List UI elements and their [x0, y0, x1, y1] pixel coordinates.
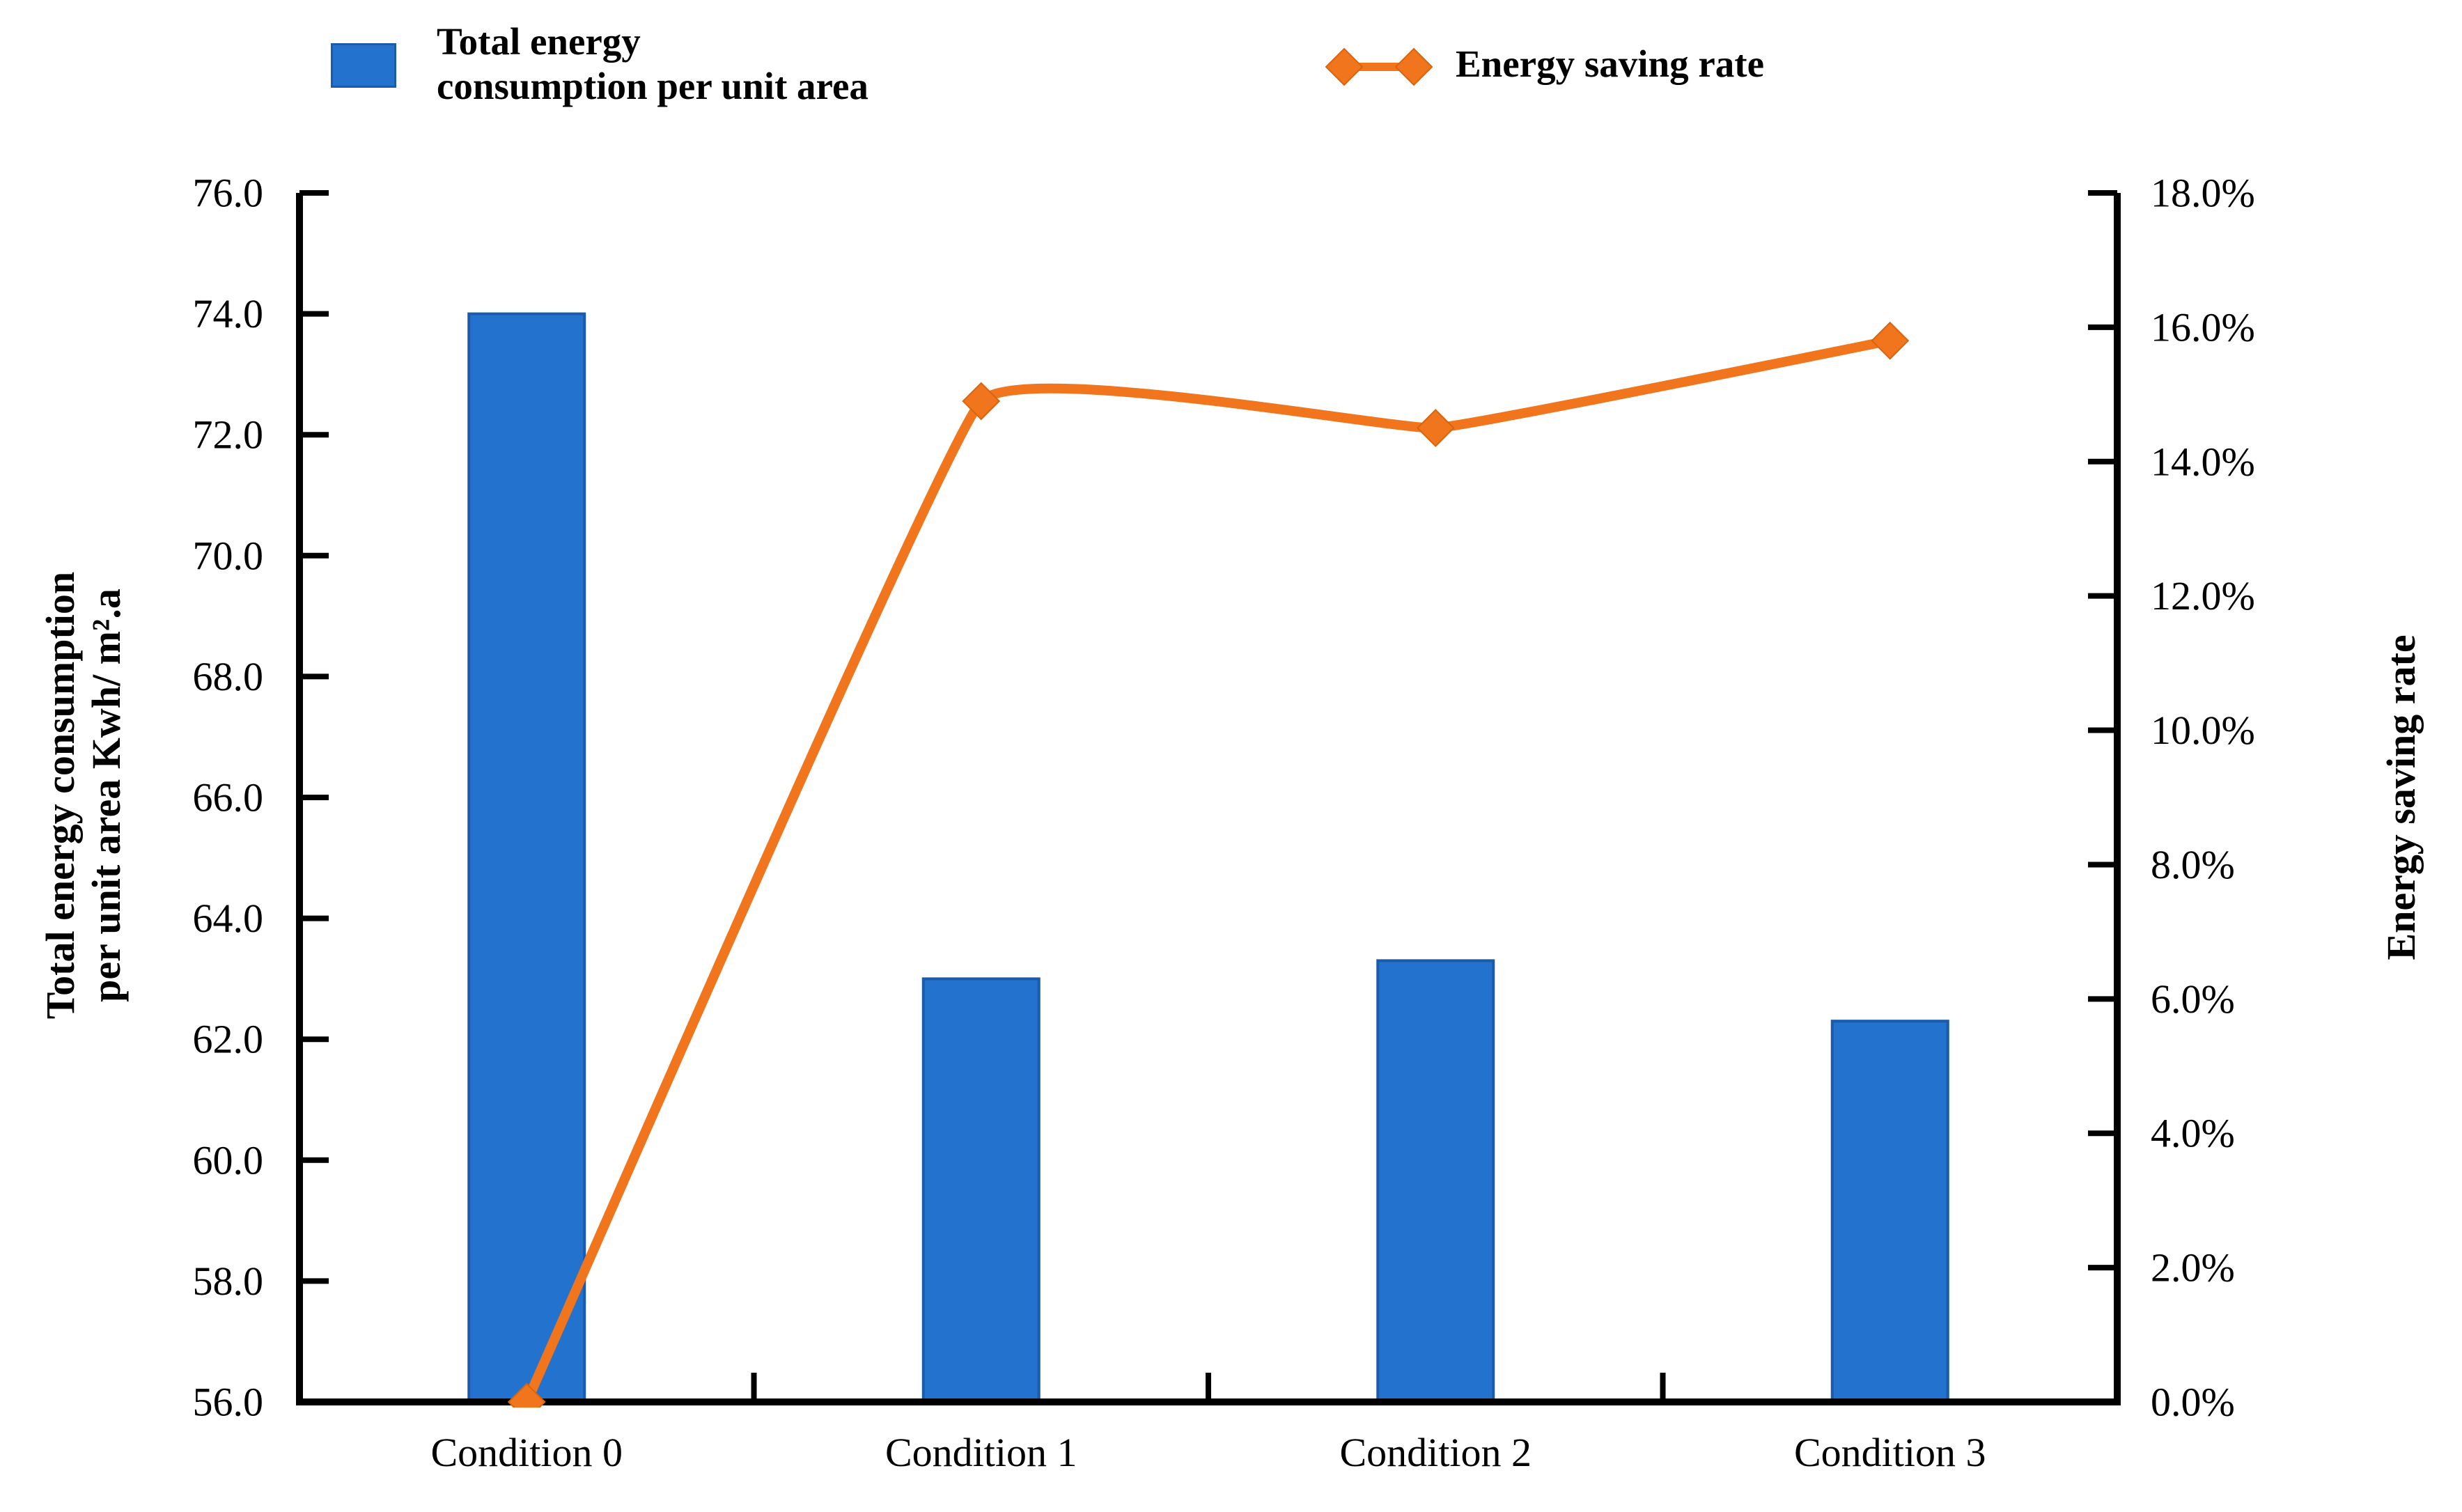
y-right-tick-label: 10.0% — [2151, 708, 2255, 753]
y-left-tick-label: 62.0 — [193, 1017, 264, 1062]
line-marker-3 — [1871, 321, 1910, 360]
y-left-tick-label: 70.0 — [193, 533, 264, 578]
bar-series-swatch-icon — [331, 43, 396, 88]
line-series-marker-icon — [1325, 47, 1433, 86]
line-marker-2 — [1416, 409, 1455, 447]
x-axis-label-1: Condition 1 — [885, 1430, 1077, 1475]
y-right-tick-label: 16.0% — [2151, 304, 2255, 350]
y-right-tick-label: 8.0% — [2151, 842, 2235, 887]
x-axis-label-2: Condition 2 — [1339, 1430, 1532, 1475]
line-series-path — [522, 336, 1895, 1407]
line-marker-1 — [962, 382, 1001, 421]
line-marker-0 — [507, 1382, 546, 1408]
legend-label-line: consumption per unit area — [437, 65, 868, 107]
legend-item-consumption: Total energy consumption per unit area — [331, 20, 868, 109]
legend-label-line: Energy saving rate — [1456, 42, 1765, 85]
x-axis-label-3: Condition 3 — [1794, 1430, 1986, 1475]
y-left-tick-label: 64.0 — [193, 896, 264, 941]
legend-item-saving-rate: Energy saving rate — [1323, 43, 1764, 89]
y-left-tick-label: 60.0 — [193, 1137, 264, 1183]
bar-3 — [1830, 1020, 1949, 1404]
y-left-tick-label: 56.0 — [193, 1380, 264, 1425]
y-left-tick-label: 72.0 — [193, 412, 264, 458]
y-right-tick-label: 2.0% — [2151, 1245, 2235, 1291]
x-axis-label-0: Condition 0 — [430, 1430, 623, 1475]
y-right-tick-label: 14.0% — [2151, 439, 2255, 484]
bar-0 — [467, 312, 586, 1404]
y-right-tick-label: 4.0% — [2151, 1111, 2235, 1156]
y-right-tick-label: 6.0% — [2151, 976, 2235, 1022]
y-left-tick-label: 68.0 — [193, 654, 264, 699]
y-left-tick-label: 66.0 — [193, 775, 264, 820]
bar-2 — [1376, 959, 1495, 1403]
y-right-tick-label: 0.0% — [2151, 1380, 2235, 1425]
y-right-tick-label: 18.0% — [2151, 171, 2255, 216]
y-left-tick-label: 76.0 — [193, 171, 264, 216]
y-left-tick-label: 74.0 — [193, 291, 264, 336]
y-left-tick-label: 58.0 — [193, 1258, 264, 1304]
y-right-tick-label: 12.0% — [2151, 573, 2255, 618]
bar-1 — [921, 977, 1041, 1403]
legend-label-line: Total energy — [437, 20, 641, 63]
